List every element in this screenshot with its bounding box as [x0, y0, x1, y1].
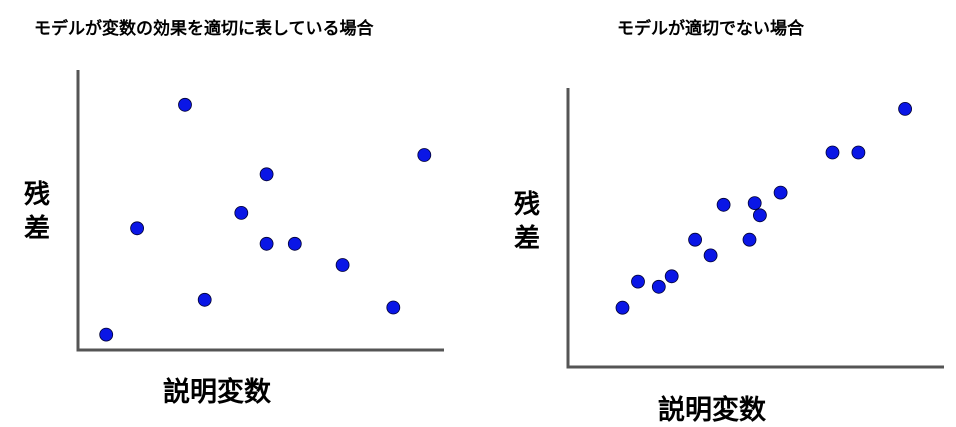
- chart-left-point-1: [130, 221, 145, 236]
- chart-left-point-10: [417, 148, 432, 162]
- chart-right-point-7: [742, 232, 757, 247]
- chart-left-title: モデルが変数の効果を適切に表している場合: [34, 19, 374, 39]
- chart-right-point-4: [688, 232, 703, 247]
- chart-right-point-10: [773, 185, 788, 200]
- chart-right-point-11: [825, 145, 840, 160]
- chart-left-ylabel: 残差: [23, 180, 50, 244]
- chart-left-point-6: [259, 236, 274, 251]
- chart-left-point-5: [259, 167, 274, 182]
- chart-right: モデルが適切でない場合 残差 説明変数: [478, 0, 956, 427]
- chart-left-point-4: [234, 205, 249, 220]
- chart-right-point-9: [752, 208, 767, 223]
- chart-left-point-3: [197, 292, 212, 307]
- chart-left: モデルが変数の効果を適切に表している場合 残差 説明変数: [23, 19, 444, 408]
- chart-right-point-2: [651, 279, 666, 294]
- chart-left-point-2: [178, 97, 192, 112]
- chart-right-point-12: [851, 145, 866, 160]
- chart-left-plot: [76, 70, 444, 352]
- chart-right-point-5: [703, 248, 718, 263]
- chart-right-xlabel: 説明変数: [658, 395, 766, 426]
- chart-right-plot: [566, 88, 944, 369]
- chart-right-point-0: [615, 300, 630, 315]
- chart-right-ylabel: 残差: [513, 190, 540, 254]
- chart-left-point-7: [287, 236, 302, 251]
- chart-right-point-1: [631, 274, 645, 289]
- chart-left-point-0: [99, 327, 114, 342]
- chart-left-point-9: [386, 300, 401, 315]
- chart-left-xlabel: 説明変数: [163, 377, 271, 408]
- chart-right-point-6: [716, 197, 731, 212]
- chart-right-title: モデルが適切でない場合: [617, 19, 804, 39]
- chart-right-point-8: [747, 196, 762, 211]
- chart-right-point-13: [898, 102, 913, 116]
- chart-right-point-3: [664, 269, 679, 284]
- chart-left-point-8: [335, 258, 350, 272]
